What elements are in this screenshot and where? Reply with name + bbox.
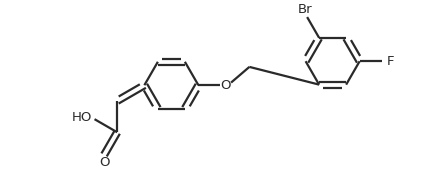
Text: F: F [386, 55, 394, 68]
Text: O: O [220, 79, 231, 92]
Text: HO: HO [71, 111, 92, 124]
Text: O: O [99, 156, 109, 169]
Text: Br: Br [298, 3, 312, 16]
